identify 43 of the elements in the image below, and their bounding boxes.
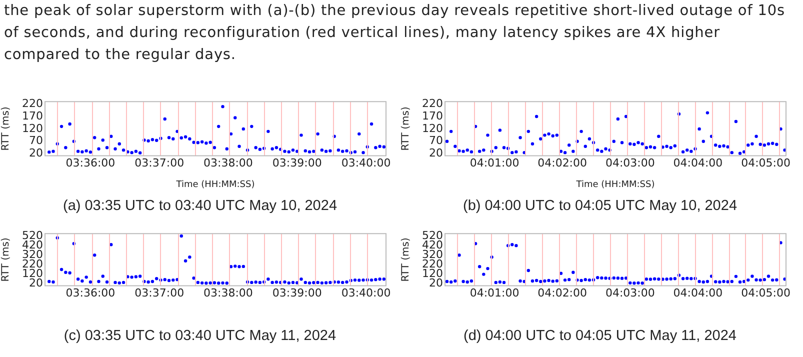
y-tick-label: 170 (422, 109, 443, 122)
x-tick-label: 04:05:00 (741, 286, 790, 300)
x-tick-label: 03:36:00 (66, 156, 116, 170)
x-tick-label: 03:40:00 (341, 286, 391, 300)
y-tick-label: 70 (29, 134, 43, 148)
x-tick-label: 03:38:00 (204, 286, 253, 300)
text: the peak of solar superstorm with (a)-(b) the previous day reveals repetitive short-lived outage of 10s of seconds, and during reconfiguration (red vertical lines), many latency spikes are 4X higher compared to the regular days. (4, 2, 786, 65)
x-tick-label: 04:03:00 (605, 286, 655, 300)
x-tick-label: 04:05:00 (741, 156, 790, 170)
y-tick-label: 20 (429, 146, 443, 160)
x-tick-label: 04:01:00 (470, 286, 520, 300)
x-axis-title: Time (HH:MM:SS) (575, 180, 656, 190)
y-tick-label: 220 (22, 96, 43, 110)
x-tick-label: 03:40:00 (341, 156, 391, 170)
x-tick-label: 04:02:00 (538, 156, 588, 170)
y-tick-label: 170 (22, 109, 43, 122)
x-tick-label: 03:39:00 (272, 156, 322, 170)
x-tick-label: 03:38:00 (204, 156, 253, 170)
x-tick-label: 04:03:00 (605, 156, 655, 170)
x-tick-label: 04:01:00 (470, 156, 520, 170)
y-tick-label: 220 (422, 96, 443, 110)
x-tick-label: 03:37:00 (134, 156, 184, 170)
y-tick-label: 20 (429, 276, 443, 290)
text: (b) 04:00 UTC to 04:05 UTC May 10, 2024 (462, 198, 738, 214)
x-tick-label: 04:02:00 (538, 286, 588, 300)
y-tick-label: 120 (22, 122, 43, 135)
y-axis-title: RTT (ms) (400, 238, 412, 282)
x-tick-label: 04:04:00 (673, 286, 723, 300)
y-tick-label: 20 (29, 146, 43, 160)
x-tick-label: 03:36:00 (66, 286, 116, 300)
y-tick-label: 120 (422, 122, 443, 135)
y-tick-label: 20 (29, 276, 43, 290)
text: (d) 04:00 UTC to 04:05 UTC May 11, 2024 (462, 328, 738, 344)
text: (a) 03:35 UTC to 03:40 UTC May 10, 2024 (62, 198, 338, 214)
x-tick-label: 03:37:00 (134, 286, 184, 300)
x-tick-label: 03:39:00 (272, 286, 322, 300)
x-axis-title: Time (HH:MM:SS) (175, 180, 256, 190)
x-tick-label: 04:04:00 (673, 156, 723, 170)
y-axis-title: RTT (ms) (0, 238, 12, 282)
y-tick-label: 70 (429, 134, 443, 148)
y-axis-title: RTT (ms) (0, 106, 12, 151)
text: (c) 03:35 UTC to 03:40 UTC May 11, 2024 (62, 328, 338, 344)
y-axis-title: RTT (ms) (400, 106, 412, 151)
